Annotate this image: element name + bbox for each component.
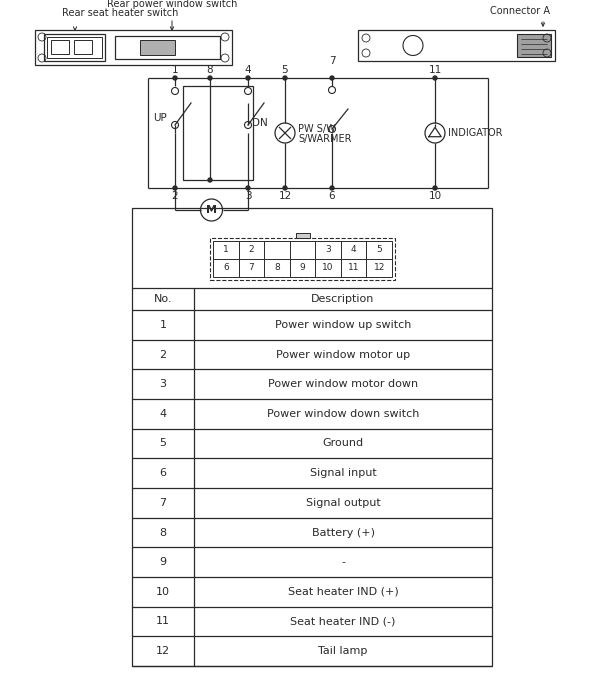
- Text: 12: 12: [374, 264, 385, 273]
- Text: 6: 6: [329, 191, 335, 201]
- Circle shape: [208, 178, 212, 182]
- Bar: [47, 37, 102, 58]
- Text: Power window motor up: Power window motor up: [276, 349, 410, 359]
- Text: Battery (+): Battery (+): [311, 527, 374, 538]
- Text: Ground: Ground: [322, 439, 364, 449]
- Bar: [74, 40, 92, 54]
- Text: S/WARMER: S/WARMER: [298, 134, 352, 144]
- Text: Seat heater IND (+): Seat heater IND (+): [287, 587, 398, 597]
- Circle shape: [283, 186, 287, 190]
- Circle shape: [330, 186, 334, 190]
- Bar: [51, 40, 69, 54]
- Text: Description: Description: [311, 294, 374, 304]
- Text: 6: 6: [160, 468, 167, 478]
- Text: 7: 7: [329, 56, 335, 66]
- Text: Tail lamp: Tail lamp: [319, 646, 368, 656]
- Circle shape: [433, 76, 437, 80]
- Text: 10: 10: [428, 191, 442, 201]
- Circle shape: [433, 186, 437, 190]
- Text: No.: No.: [154, 294, 172, 304]
- Circle shape: [246, 186, 250, 190]
- Circle shape: [208, 76, 212, 80]
- Text: UP: UP: [153, 113, 167, 123]
- Text: Power window motor down: Power window motor down: [268, 379, 418, 389]
- Text: 9: 9: [160, 557, 167, 567]
- Text: 7: 7: [160, 498, 167, 508]
- Bar: [517, 34, 551, 57]
- Text: 3: 3: [160, 379, 167, 389]
- Text: 10: 10: [156, 587, 170, 597]
- Text: 11: 11: [156, 616, 170, 626]
- Text: Connector A: Connector A: [490, 6, 550, 16]
- Text: -: -: [341, 557, 345, 567]
- Text: 8: 8: [206, 65, 214, 75]
- Bar: [44, 34, 105, 61]
- Bar: [213, 241, 392, 277]
- Text: 12: 12: [278, 191, 292, 201]
- Text: 5: 5: [160, 439, 167, 449]
- Text: 4: 4: [160, 409, 167, 419]
- Text: 1: 1: [160, 320, 167, 330]
- Text: Rear seat heater switch: Rear seat heater switch: [62, 8, 178, 18]
- Bar: [210, 238, 395, 280]
- Circle shape: [173, 76, 177, 80]
- Bar: [183, 86, 253, 180]
- Circle shape: [246, 76, 250, 80]
- Bar: [132, 208, 492, 666]
- Text: 8: 8: [274, 264, 280, 273]
- Text: 12: 12: [156, 646, 170, 656]
- Text: Rear power window switch: Rear power window switch: [107, 0, 237, 9]
- Text: 4: 4: [245, 65, 251, 75]
- Text: 5: 5: [376, 245, 382, 254]
- Text: 2: 2: [160, 349, 167, 359]
- Bar: [296, 233, 310, 238]
- Text: Signal output: Signal output: [305, 498, 380, 508]
- Bar: [115, 36, 220, 59]
- Text: 10: 10: [322, 264, 334, 273]
- Bar: [140, 40, 175, 55]
- Text: 5: 5: [281, 65, 289, 75]
- Text: PW S/W: PW S/W: [298, 124, 336, 134]
- Text: 3: 3: [325, 245, 331, 254]
- Text: Power window down switch: Power window down switch: [267, 409, 419, 419]
- Circle shape: [173, 186, 177, 190]
- Text: Power window up switch: Power window up switch: [275, 320, 411, 330]
- Text: 2: 2: [248, 245, 254, 254]
- Text: Seat heater IND (-): Seat heater IND (-): [290, 616, 395, 626]
- Text: M: M: [206, 205, 217, 215]
- Bar: [35, 30, 232, 65]
- Text: 2: 2: [172, 191, 178, 201]
- Text: 1: 1: [223, 245, 229, 254]
- Circle shape: [283, 76, 287, 80]
- Text: 7: 7: [248, 264, 254, 273]
- Text: 8: 8: [160, 527, 167, 538]
- Text: 9: 9: [299, 264, 305, 273]
- Bar: [358, 30, 555, 61]
- Text: 3: 3: [245, 191, 251, 201]
- Text: 11: 11: [428, 65, 442, 75]
- Text: 11: 11: [348, 264, 359, 273]
- Text: INDIGATOR: INDIGATOR: [448, 128, 503, 138]
- Circle shape: [330, 76, 334, 80]
- Text: 4: 4: [351, 245, 356, 254]
- Text: Signal input: Signal input: [310, 468, 376, 478]
- Text: DN: DN: [252, 118, 268, 128]
- Text: 6: 6: [223, 264, 229, 273]
- Text: 1: 1: [172, 65, 178, 75]
